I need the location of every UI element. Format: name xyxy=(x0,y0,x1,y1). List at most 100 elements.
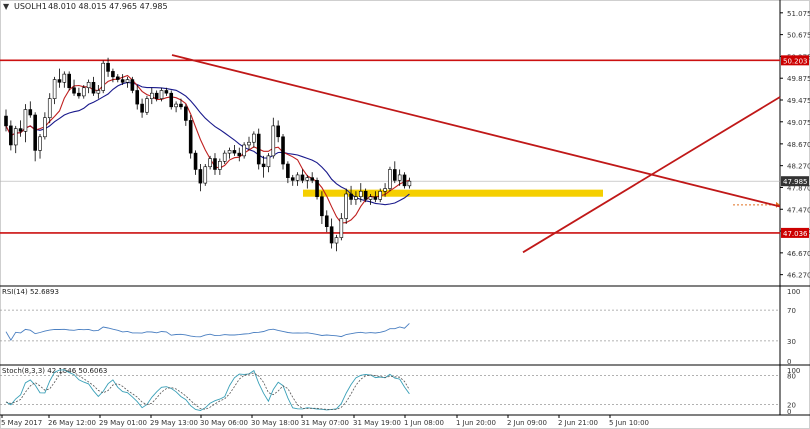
triangle-down-icon[interactable]: ▼ xyxy=(3,2,10,11)
candle-body xyxy=(140,103,144,113)
candle-body xyxy=(169,92,174,108)
candle-body xyxy=(4,115,8,127)
price-tick-label: 49.075 xyxy=(787,119,810,127)
candle-body xyxy=(164,90,169,94)
candle-body xyxy=(237,152,242,157)
candle-body xyxy=(247,141,251,146)
candle-body xyxy=(130,79,135,91)
candle-body xyxy=(154,92,159,99)
candle-body xyxy=(300,174,305,181)
time-label: 26 May 12:00 xyxy=(48,419,96,427)
rsi-scale-label: 30 xyxy=(787,338,796,346)
candle-body xyxy=(91,81,96,94)
candle-body xyxy=(358,190,363,198)
rsi-scale-label: 0 xyxy=(787,358,791,366)
candle-body xyxy=(295,174,300,181)
price-marker-label: 47.036 xyxy=(783,230,808,238)
candle-body xyxy=(120,79,125,83)
stoch-signal-line xyxy=(5,370,410,410)
candle-body xyxy=(222,152,227,162)
price-tick-label: 46.670 xyxy=(787,250,810,258)
candle-body xyxy=(329,226,334,244)
slow-ma-line xyxy=(5,81,410,206)
candle-body xyxy=(383,188,387,192)
candle-body xyxy=(397,174,402,181)
descending-trendline xyxy=(171,54,781,208)
candle-body xyxy=(135,90,140,105)
candle-body xyxy=(320,196,324,217)
candle-body xyxy=(77,92,81,97)
candle-body xyxy=(28,109,33,116)
candle-body xyxy=(179,103,183,108)
candle-body xyxy=(339,218,344,238)
price-marker-label: 47.985 xyxy=(783,178,808,186)
candle-body xyxy=(218,161,222,170)
candle-body xyxy=(256,133,261,165)
candle-body xyxy=(349,193,353,200)
price-tick-label: 49.475 xyxy=(787,97,810,105)
rsi-scale-label: 70 xyxy=(787,307,796,315)
candle-body xyxy=(378,190,383,200)
price-tick-label: 50.675 xyxy=(787,32,810,40)
time-label: 2 Jun 21:00 xyxy=(558,419,598,427)
candles xyxy=(4,57,412,252)
candle-body xyxy=(368,196,373,200)
candle-body xyxy=(18,128,23,132)
stoch-scale-label: 0 xyxy=(787,408,791,416)
candle-body xyxy=(72,87,76,94)
time-label: 5 May 2017 xyxy=(1,419,42,427)
price-tick-label: 48.670 xyxy=(787,141,810,149)
candle-body xyxy=(315,180,319,198)
candle-body xyxy=(281,136,285,165)
price-marker-box xyxy=(781,55,809,66)
candle-body xyxy=(174,103,178,108)
stoch-main-line xyxy=(5,369,410,411)
candle-body xyxy=(388,169,392,189)
price-marker-box xyxy=(781,176,809,187)
candle-body xyxy=(344,193,349,219)
candle-body xyxy=(159,90,164,99)
rsi-scale-label: 100 xyxy=(787,288,800,296)
time-label: 30 May 18:00 xyxy=(251,419,299,427)
candle-body xyxy=(193,152,198,170)
candle-body xyxy=(373,196,378,200)
fast-ma-line xyxy=(5,74,410,224)
candle-body xyxy=(184,106,188,121)
candle-body xyxy=(145,98,149,113)
candle-body xyxy=(402,174,407,187)
time-label: 2 Jun 09:00 xyxy=(507,419,547,427)
price-axis: 51.07550.67550.27549.87549.47549.07548.6… xyxy=(780,10,810,280)
candle-body xyxy=(392,169,397,181)
candle-body xyxy=(115,76,120,80)
price-marker-box xyxy=(781,227,809,238)
candle-body xyxy=(198,169,203,184)
stoch-scale-label: 20 xyxy=(787,401,796,409)
candle-body xyxy=(334,237,339,244)
candle-body xyxy=(96,90,101,94)
candle-body xyxy=(363,190,368,200)
candle-body xyxy=(43,117,47,138)
candle-body xyxy=(150,92,154,99)
price-tick-label: 48.270 xyxy=(787,163,810,171)
price-tick-label: 51.075 xyxy=(787,10,810,18)
price-tick-label: 49.875 xyxy=(787,75,810,83)
candle-body xyxy=(276,125,280,138)
candle-body xyxy=(86,81,91,89)
time-label: 29 May 01:00 xyxy=(99,419,147,427)
support-zone-rect xyxy=(303,189,603,197)
candle-body xyxy=(38,136,42,151)
support-zone xyxy=(303,189,603,197)
time-axis: 5 May 2017 26 May 12:00 29 May 01:00 29 May… xyxy=(1,415,649,427)
candle-body xyxy=(106,62,110,72)
trendlines xyxy=(171,54,781,254)
time-label: 31 May 07:00 xyxy=(301,419,349,427)
candle-body xyxy=(305,177,310,181)
ohlc-readout: 48.010 48.015 47.965 47.985 xyxy=(48,2,168,11)
time-label: 31 May 19:00 xyxy=(353,419,401,427)
price-tick-label: 46.270 xyxy=(787,272,810,280)
